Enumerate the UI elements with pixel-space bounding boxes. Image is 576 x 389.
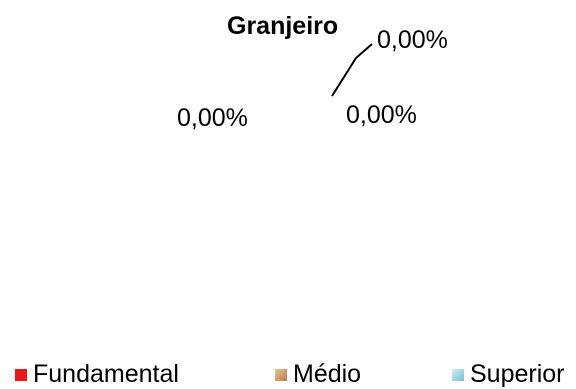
data-label-superior: 0,00%	[377, 26, 448, 54]
legend-swatch-fundamental	[15, 368, 27, 381]
legend-swatch-medio	[275, 368, 287, 381]
data-label-fundamental: 0,00%	[177, 104, 248, 132]
chart-title: Granjeiro	[227, 12, 339, 40]
legend-label-medio: Médio	[293, 360, 362, 388]
data-label-medio: 0,00%	[346, 101, 417, 129]
legend-item-fundamental: Fundamental	[15, 360, 179, 389]
legend-item-superior: Superior	[452, 360, 565, 389]
legend-item-medio: Médio	[275, 360, 361, 389]
legend-label-fundamental: Fundamental	[33, 360, 179, 388]
legend-swatch-superior	[452, 368, 464, 381]
data-label-leader-line	[331, 43, 373, 97]
legend-label-superior: Superior	[470, 360, 565, 388]
